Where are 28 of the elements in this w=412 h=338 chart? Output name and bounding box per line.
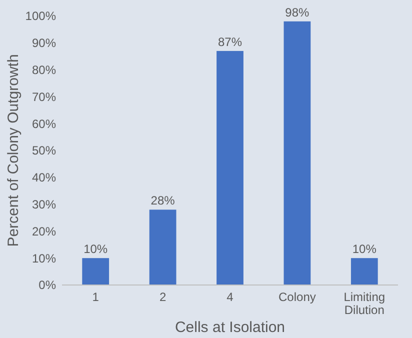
data-label: 87% — [218, 34, 242, 49]
y-tick-label: 80% — [32, 63, 56, 77]
y-tick-label: 40% — [32, 170, 56, 185]
x-tick-label: 2 — [159, 290, 166, 304]
y-tick-label: 60% — [32, 116, 56, 131]
bar — [284, 21, 311, 285]
bar — [216, 50, 244, 285]
x-tick-label: 4 — [226, 290, 234, 304]
y-tick-label: 20% — [32, 224, 56, 238]
bar — [82, 258, 110, 285]
y-tick-label: 0% — [38, 278, 56, 292]
x-tick-label: Colony — [278, 290, 316, 304]
y-tick-label: 90% — [32, 36, 56, 50]
data-label: 10% — [84, 242, 108, 256]
data-label: 10% — [352, 242, 377, 256]
y-tick-label: 100% — [25, 9, 56, 24]
x-axis-title: Cells at Isolation — [174, 319, 286, 336]
x-tick-label: 1 — [92, 290, 100, 304]
data-label: 98% — [285, 5, 310, 20]
bar — [350, 258, 378, 285]
y-tick-label: 10% — [32, 251, 56, 266]
data-label: 28% — [150, 194, 176, 208]
y-tick-label: 70% — [32, 90, 56, 104]
y-tick-label: 30% — [32, 198, 56, 212]
bar — [149, 210, 176, 285]
y-axis-title: Percent of Colony Outgrowth — [5, 54, 22, 247]
x-tick-label: Limiting Dilution — [344, 290, 386, 318]
y-tick-label: 50% — [32, 144, 56, 158]
